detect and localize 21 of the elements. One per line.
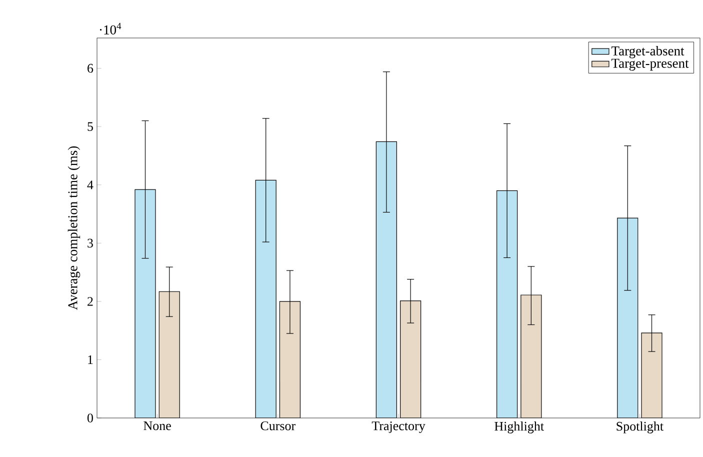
- y-tick-label: 0: [87, 414, 93, 422]
- y-tick-label: 4: [87, 180, 94, 190]
- bar: [255, 180, 276, 418]
- legend-label: Target-absent: [612, 46, 684, 58]
- y-tick-label: 5: [88, 122, 93, 131]
- y-axis-title: Average completion time (ms): [68, 146, 80, 310]
- bar: [376, 141, 397, 418]
- y-tick-label: 6: [88, 64, 94, 73]
- x-tick-label: Highlight: [494, 422, 544, 434]
- bar: [134, 189, 156, 418]
- y-tick-label: 2: [88, 297, 93, 306]
- bar: [496, 190, 518, 418]
- x-tick-label: Trajectory: [372, 422, 426, 433]
- bar: [617, 218, 638, 418]
- legend-label: Target-present: [612, 58, 689, 71]
- text: ·10$^{4}$: [100, 22, 122, 34]
- x-tick-label: Cursor: [260, 422, 296, 430]
- x-tick-label: None: [144, 422, 171, 430]
- y-tick-label: 3: [88, 238, 93, 248]
- y-tick-label: 1: [88, 355, 93, 364]
- x-tick-label: Spotlight: [616, 422, 664, 434]
